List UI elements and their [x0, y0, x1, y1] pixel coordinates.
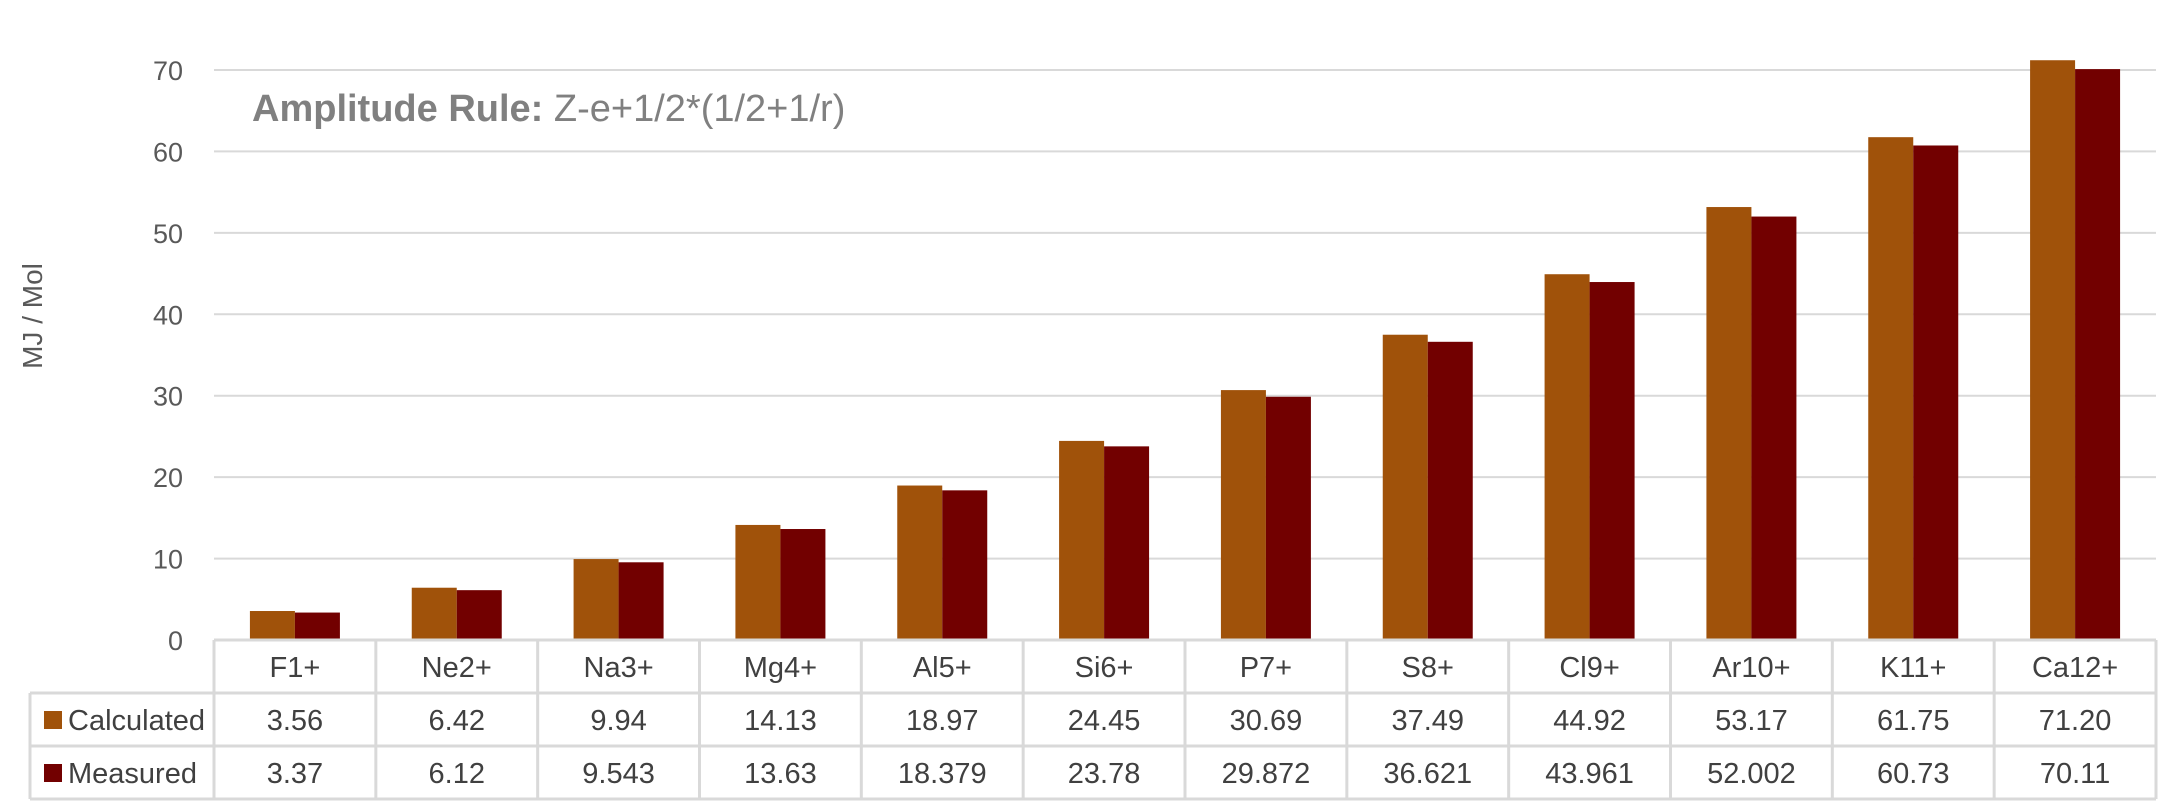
bar-measured-k11plus [1913, 145, 1959, 640]
bar-calculated-s8plus [1382, 334, 1428, 640]
bar-calculated-ar10plus [1706, 207, 1752, 640]
x-tick-label: K11+ [1880, 652, 1946, 684]
bar-calculated-p7plus [1220, 390, 1266, 640]
chart-title: Amplitude Rule: Z-e+1/2*(1/2+1/r) [252, 88, 845, 130]
x-tick-label: Al5+ [913, 652, 972, 684]
y-axis-label: MJ / Mol [17, 263, 48, 369]
y-tick-label: 70 [153, 56, 183, 86]
data-label: 6.42 [429, 705, 485, 737]
data-label: 29.872 [1222, 758, 1311, 790]
bar-measured-f1plus [294, 612, 340, 640]
y-tick-label: 60 [153, 137, 183, 167]
bar-measured-cl9plus [1589, 282, 1635, 640]
data-label: 60.73 [1877, 758, 1950, 790]
y-axis-ticks: 0 10 20 30 40 50 60 70 [153, 56, 183, 656]
gridlines [214, 69, 2156, 560]
x-tick-label: Cl9+ [1559, 652, 1619, 684]
bar-measured-na3plus [618, 562, 664, 640]
bar-measured-ne2plus [456, 590, 502, 640]
data-label: 3.37 [267, 758, 323, 790]
bar-measured-al5plus [942, 490, 988, 640]
bar-calculated-ne2plus [411, 587, 457, 640]
bar-measured-s8plus [1427, 341, 1473, 640]
data-label: 6.12 [429, 758, 485, 790]
x-tick-label: Na3+ [584, 652, 654, 684]
data-label: 3.56 [267, 705, 323, 737]
data-label: 44.92 [1553, 705, 1626, 737]
bar-measured-ar10plus [1751, 216, 1797, 640]
bar-calculated-si6plus [1059, 440, 1105, 640]
y-tick-label: 10 [153, 545, 183, 575]
bar-measured-mg4plus [780, 529, 826, 640]
legend-swatch-measured [44, 764, 62, 782]
x-tick-label: Si6+ [1075, 652, 1134, 684]
x-tick-label: S8+ [1402, 652, 1454, 684]
data-label: 13.63 [744, 758, 817, 790]
data-label: 53.17 [1715, 705, 1788, 737]
chart-title-formula: Z-e+1/2*(1/2+1/r) [543, 88, 845, 130]
y-tick-label: 40 [153, 300, 183, 330]
data-label: 23.78 [1068, 758, 1141, 790]
x-tick-label: F1+ [270, 652, 321, 684]
y-tick-label: 20 [153, 463, 183, 493]
bar-calculated-al5plus [897, 485, 943, 640]
data-label: 24.45 [1068, 705, 1141, 737]
data-label: 9.543 [582, 758, 655, 790]
data-label: 61.75 [1877, 705, 1950, 737]
x-tick-label: P7+ [1240, 652, 1292, 684]
data-label: 36.621 [1383, 758, 1472, 790]
bar-measured-ca12plus [2075, 69, 2121, 640]
bar-calculated-cl9plus [1544, 274, 1590, 640]
data-label: 18.379 [898, 758, 987, 790]
x-tick-label: Mg4+ [744, 652, 817, 684]
bar-calculated-k11plus [1868, 137, 1914, 640]
bar-measured-p7plus [1265, 396, 1311, 640]
data-label: 14.13 [744, 705, 817, 737]
y-tick-label: 0 [168, 626, 183, 656]
legend-label-measured: Measured [68, 758, 197, 790]
x-tick-label: Ar10+ [1712, 652, 1790, 684]
bars [249, 60, 2121, 640]
data-label: 43.961 [1545, 758, 1634, 790]
legend-label-calculated: Calculated [68, 705, 205, 737]
y-tick-label: 30 [153, 382, 183, 412]
bar-calculated-na3plus [573, 559, 619, 640]
data-label: 71.20 [2039, 705, 2112, 737]
legend-swatch-calculated [44, 711, 62, 729]
data-table: F1+ Ne2+ Na3+ Mg4+ Al5+ Si6+ P7+ S8+ Cl9+ Ar10+ K1… [28, 638, 2158, 801]
chart-title-bold: Amplitude Rule: [252, 88, 543, 130]
data-label: 52.002 [1707, 758, 1796, 790]
data-label: 9.94 [590, 705, 646, 737]
bar-calculated-ca12plus [2030, 60, 2076, 640]
x-tick-label: Ne2+ [422, 652, 492, 684]
data-label: 30.69 [1230, 705, 1303, 737]
bar-calculated-mg4plus [735, 524, 781, 640]
y-tick-label: 50 [153, 219, 183, 249]
data-label: 18.97 [906, 705, 979, 737]
bar-calculated-f1plus [249, 611, 295, 640]
data-label: 70.11 [2040, 758, 2110, 790]
x-tick-label: Ca12+ [2032, 652, 2118, 684]
bar-measured-si6plus [1104, 446, 1150, 640]
data-label: 37.49 [1391, 705, 1464, 737]
